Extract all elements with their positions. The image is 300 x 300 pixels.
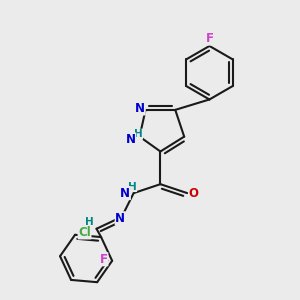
Text: N: N: [120, 187, 130, 200]
Text: H: H: [85, 217, 93, 227]
Text: N: N: [115, 212, 125, 225]
Text: F: F: [206, 32, 213, 45]
Text: N: N: [135, 102, 145, 115]
Text: Cl: Cl: [78, 226, 91, 239]
Text: F: F: [100, 253, 108, 266]
Text: N: N: [126, 133, 136, 146]
Text: O: O: [189, 187, 199, 200]
Text: H: H: [128, 182, 136, 192]
Text: H: H: [134, 129, 142, 139]
